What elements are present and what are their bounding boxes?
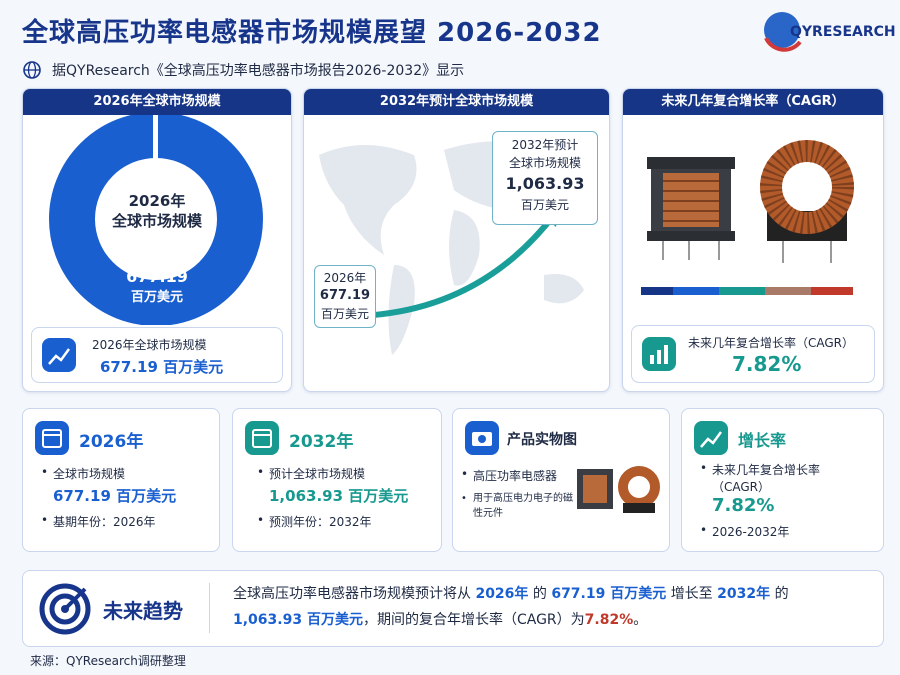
item: 2026-2032年 [700, 523, 789, 540]
start-box: 2026年 677.19 百万美元 [314, 265, 376, 328]
item-value: 1,063.93 百万美元 [269, 487, 409, 505]
end-unit: 百万美元 [520, 198, 569, 212]
item: 预计全球市场规模 [257, 465, 365, 482]
card-label: 2026年全球市场规模 [92, 338, 207, 352]
panel-cagr: 未来几年复合增长率（CAGR） 未来几年复合增长率（CAGR） 7.82% [622, 88, 884, 392]
target-icon [39, 583, 91, 635]
cagr-card: 未来几年复合增长率（CAGR） 7.82% [631, 325, 875, 383]
globe-icon [23, 61, 41, 79]
text: 全球高压功率电感器市场规模预计将从 [233, 586, 471, 602]
subtitle: 据QYResearch《全球高压功率电感器市场报告2026-2032》显示 [52, 63, 465, 79]
end-box: 2032年预计 全球市场规模 1,063.93 百万美元 [492, 131, 598, 225]
panel-title: 2026年全球市场规模 [23, 89, 291, 115]
source: 来源：QYResearch调研整理 [30, 654, 186, 668]
item: 全球市场规模 [41, 465, 125, 482]
item-value: 677.19 百万美元 [53, 487, 177, 505]
panel-market-2026: 2026年全球市场规模 2026年 全球市场规模 677.19 百万美元 2026年… [22, 88, 292, 392]
card-title: 2032年 [289, 432, 354, 452]
donut-line: 全球市场规模 [111, 212, 202, 230]
card-value: 7.82% [732, 352, 802, 376]
item: 高压功率电感器 [461, 467, 557, 484]
card-label: 未来几年复合增长率（CAGR） [688, 336, 855, 350]
text: 。 [633, 612, 648, 628]
card-growth: 增长率 未来几年复合增长率（CAGR） 7.82% 2026-2032年 [681, 408, 884, 552]
end-label: 全球市场规模 [508, 156, 581, 170]
item: 预测年份：2032年 [257, 513, 371, 530]
item: 用于高压电力电子的磁性元件 [461, 491, 573, 521]
text: 增长至 [670, 586, 713, 602]
card-2032: 2032年 预计全球市场规模 1,063.93 百万美元 预测年份：2032年 [232, 408, 442, 552]
text: 的 [532, 586, 547, 602]
divider [209, 583, 210, 633]
item: 基期年份：2026年 [41, 513, 155, 530]
value: 677.19 [126, 267, 188, 286]
text: ，期间的复合年增长率（CAGR）为 [362, 612, 585, 628]
highlight: 2026年 [475, 586, 529, 602]
logo-text: QYRESEARCH [790, 24, 896, 40]
bar-icon [642, 337, 676, 371]
card-title: 产品实物图 [507, 432, 577, 448]
donut-label: 2026年全球市场规模 [23, 191, 291, 231]
trend-box: 未来趋势 全球高压功率电感器市场规模预计将从 2026年 的 677.19 百万… [22, 570, 884, 647]
camera-icon [465, 421, 499, 455]
start-value: 677.19 [319, 288, 371, 303]
item: 未来几年复合增长率（CAGR） [700, 461, 862, 495]
growth-icon [694, 421, 728, 455]
item-value: 7.82% [712, 495, 775, 516]
summary-card: 2026年全球市场规模 677.19 百万美元 [31, 327, 283, 383]
calendar-icon [245, 421, 279, 455]
start-year: 2026年 [323, 271, 367, 285]
card-title: 2026年 [79, 432, 144, 452]
card-2026: 2026年 全球市场规模 677.19 百万美元 基期年份：2026年 [22, 408, 220, 552]
donut [49, 115, 263, 325]
value: 677.19 [100, 358, 158, 376]
highlight: 7.82% [584, 612, 634, 628]
highlight: 677.19 百万美元 [551, 586, 667, 602]
page-title: 全球高压功率电感器市场规模展望 2026-2032 [22, 18, 602, 48]
calendar-icon [35, 421, 69, 455]
end-label: 2032年预计 [511, 138, 579, 152]
unit: 百万美元 [163, 358, 224, 376]
chart-icon [42, 338, 76, 372]
card-title: 增长率 [738, 431, 787, 450]
logo-mark [764, 12, 802, 52]
panel-title: 未来几年复合增长率（CAGR） [623, 89, 883, 115]
card-value: 677.19 百万美元 [100, 356, 223, 377]
start-unit: 百万美元 [320, 307, 369, 321]
unit: 百万美元 [130, 290, 183, 305]
donut-line: 2026年 [128, 192, 186, 210]
panel-market-2032: 2032年预计全球市场规模 2026年 677.19 百万美元 2032年预计 全球市… [303, 88, 610, 392]
product-thumb [577, 466, 660, 513]
highlight: 1,063.93 百万美元 [233, 612, 363, 628]
text: 的 [774, 586, 789, 602]
card-product: 产品实物图 高压功率电感器 用于高压电力电子的磁性元件 [452, 408, 670, 552]
end-value: 1,063.93 [505, 174, 585, 193]
product-image [641, 140, 854, 295]
panel-title: 2032年预计全球市场规模 [304, 89, 609, 115]
highlight: 2032年 [717, 586, 771, 602]
trend-title: 未来趋势 [103, 599, 183, 623]
trend-text: 全球高压功率电感器市场规模预计将从 2026年 的 677.19 百万美元 增长… [233, 581, 853, 633]
donut-value: 677.19 百万美元 [23, 267, 291, 305]
